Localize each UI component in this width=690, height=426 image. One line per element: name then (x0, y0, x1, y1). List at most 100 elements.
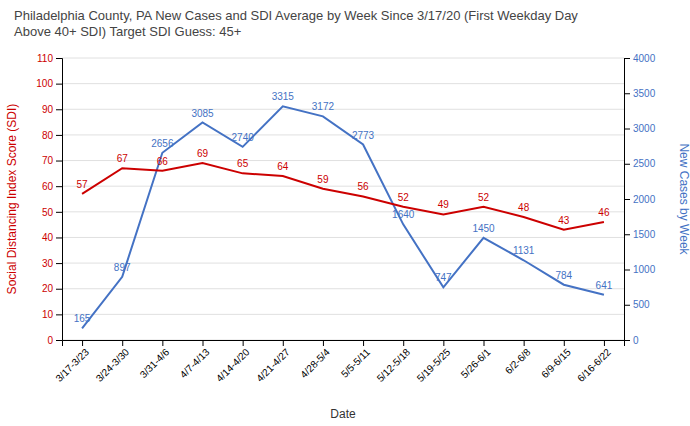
x-tick: 6/16-6/22 (575, 340, 613, 384)
y-tick-mark (56, 340, 62, 341)
grid-line (62, 160, 624, 161)
data-label: 2656 (151, 138, 174, 149)
x-tick-label: 5/19-5/25 (415, 346, 453, 384)
y-tick-mark (56, 237, 62, 238)
y-tick: 110 (37, 53, 62, 64)
x-tick-mark (564, 340, 565, 346)
x-tick: 4/7-4/13 (178, 340, 212, 380)
x-axis: 3/17-3/233/24-3/303/31-4/64/7-4/134/14-4… (53, 340, 624, 384)
grid-line (62, 186, 624, 187)
x-tick-label: 6/9-6/15 (539, 346, 573, 380)
y-tick-mark (56, 58, 62, 59)
y2-tick: 4000 (624, 53, 656, 64)
y-tick: 40 (42, 232, 62, 243)
data-label: 1640 (392, 209, 415, 220)
x-tick-mark (363, 340, 364, 346)
y2-tick-label: 3500 (633, 88, 656, 99)
y-axis-line (56, 59, 63, 341)
x-tick-label: 4/14-4/20 (214, 346, 252, 384)
y2-tick-label: 500 (633, 299, 650, 310)
x-tick-mark (484, 340, 485, 346)
x-tick: 5/19-5/25 (415, 340, 453, 384)
data-label: 66 (157, 156, 169, 167)
y2-tick-label: 2500 (633, 158, 656, 169)
y2-tick: 2500 (624, 158, 656, 169)
y-tick-mark (56, 289, 62, 290)
data-label: 64 (277, 161, 289, 172)
x-tick-mark (82, 340, 83, 346)
x-tick: 3/31-4/6 (138, 340, 172, 380)
x-tick-mark (122, 340, 123, 346)
x-tick: 6/9-6/15 (539, 340, 573, 380)
x-tick: 3/24-3/30 (94, 340, 132, 384)
y2-tick: 3500 (624, 88, 656, 99)
data-label: 897 (114, 262, 131, 273)
y-tick: 50 (42, 207, 62, 218)
y-tick-label: 0 (47, 335, 53, 346)
y2-tick-mark (624, 93, 630, 94)
x-tick-mark (203, 340, 204, 346)
data-label: 69 (197, 148, 209, 159)
x-axis-title: Date (330, 407, 356, 421)
y-tick-label: 50 (42, 207, 54, 218)
x-tick-mark (524, 340, 525, 346)
y-tick-label: 20 (42, 283, 54, 294)
y2-tick-mark (624, 164, 630, 165)
x-tick-mark (283, 340, 284, 346)
data-label: 67 (117, 153, 129, 164)
title: Philadelphia County, PA New Cases and SD… (14, 8, 578, 39)
x-tick-mark (162, 340, 163, 346)
y2-tick-mark (624, 129, 630, 130)
data-label: 2740 (232, 132, 255, 143)
x-tick-mark (323, 340, 324, 346)
x-tick-label: 5/5-5/11 (339, 346, 373, 380)
y-tick-label: 60 (42, 181, 54, 192)
y-tick-label: 30 (42, 258, 54, 269)
x-tick-label: 3/24-3/30 (94, 346, 132, 384)
data-label: 3085 (191, 108, 214, 119)
grid (62, 58, 624, 340)
grid-line (62, 314, 624, 315)
x-tick: 6/2-6/8 (503, 340, 533, 376)
data-label: 57 (77, 179, 89, 190)
series-line (82, 163, 604, 230)
data-label: 43 (558, 215, 570, 226)
y2-tick-label: 0 (633, 335, 639, 346)
grid-line (62, 134, 624, 135)
y2-tick: 0 (624, 335, 639, 346)
x-tick-label: 3/31-4/6 (138, 346, 172, 380)
data-label: 52 (478, 192, 490, 203)
data-label: 747 (435, 272, 452, 283)
plot-area: 0102030405060708090100110050010001500200… (36, 53, 655, 384)
grid-line (62, 83, 624, 84)
y-tick-mark (56, 135, 62, 136)
x-tick-label: 4/7-4/13 (178, 346, 212, 380)
y-tick-label: 80 (42, 130, 54, 141)
y-tick-mark (56, 161, 62, 162)
y2-tick-mark (624, 270, 630, 271)
x-tick-label: 6/16-6/22 (575, 346, 613, 384)
x-tick-label: 3/17-3/23 (53, 346, 91, 384)
data-labels: 1658972656308527403315317227731640747145… (74, 91, 613, 324)
x-tick: 4/21-4/27 (254, 340, 292, 384)
y-tick-mark (56, 263, 62, 264)
grid-line (62, 263, 624, 264)
grid-line (62, 58, 624, 59)
x-tick-label: 5/12-5/18 (375, 346, 413, 384)
x-tick-mark (403, 340, 404, 346)
y-tick-label: 110 (37, 53, 53, 64)
x-axis-line (63, 341, 625, 347)
grid-line (62, 288, 624, 289)
data-label: 2773 (352, 130, 375, 141)
y2-axis: 05001000150020002500300035004000 (624, 53, 656, 346)
y-tick-label: 100 (36, 78, 53, 89)
data-label: 65 (237, 158, 249, 169)
series-line (82, 106, 604, 328)
data-label: 1131 (513, 245, 535, 256)
y-tick: 80 (42, 130, 62, 141)
y-tick-mark (56, 186, 62, 187)
y2-axis-line (625, 59, 631, 341)
y2-tick-label: 3000 (633, 123, 656, 134)
y-tick: 20 (42, 283, 62, 294)
y-tick-mark (56, 314, 62, 315)
